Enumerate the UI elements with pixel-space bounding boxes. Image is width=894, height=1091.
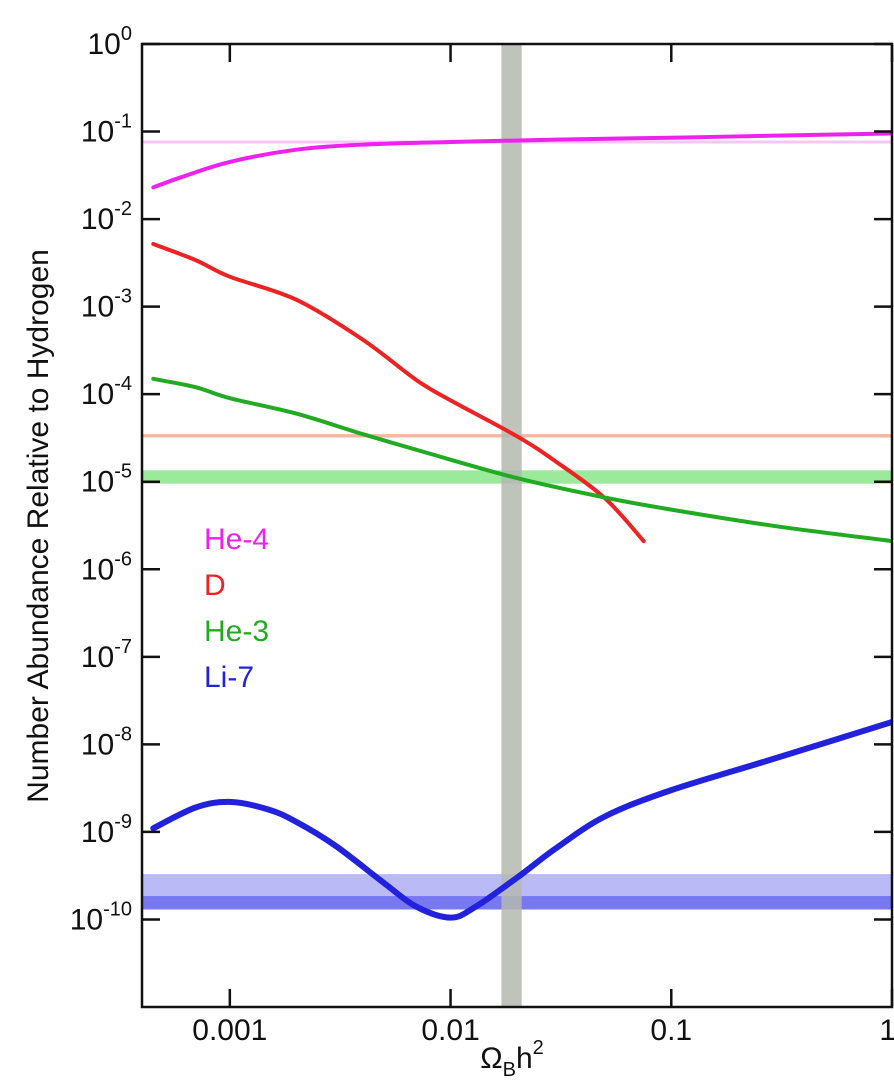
x-axis-title-omega: Ω (480, 1042, 502, 1075)
y-tick-labels: 10010-110-210-310-410-510-610-710-810-91… (70, 23, 132, 936)
baryon-density-band (501, 44, 522, 1007)
y-tick-base: 10 (81, 378, 114, 411)
series-line-li-7 (150, 719, 892, 921)
y-tick-base: 10 (81, 728, 114, 761)
y-tick-label: 100 (88, 23, 133, 61)
y-tick-base: 10 (81, 641, 114, 674)
y-axis-title: Number Abundance Relative to Hydrogen (22, 249, 55, 803)
y-tick-label: 10-9 (81, 811, 132, 849)
y-tick-exponent: -5 (114, 461, 132, 483)
y-tick-label: 10-10 (70, 898, 132, 936)
legend-label-he-3: He-3 (204, 615, 269, 648)
y-tick-label: 10-7 (81, 636, 132, 674)
y-tick-exponent: -7 (114, 636, 132, 658)
y-tick-base: 10 (70, 903, 103, 936)
axis-ticks (142, 42, 894, 1007)
y-tick-label: 10-3 (81, 286, 132, 324)
legend-label-d: D (204, 569, 226, 602)
y-tick-label: 10-6 (81, 548, 132, 586)
y-tick-exponent: -8 (114, 723, 132, 745)
y-tick-label: 10-5 (81, 461, 132, 499)
y-tick-base: 10 (81, 203, 114, 236)
y-tick-base: 10 (81, 553, 114, 586)
series-line-he-4 (151, 131, 892, 190)
x-axis-title-sup: 2 (533, 1037, 544, 1059)
legend: He-4 D He-3 Li-7 (204, 523, 269, 694)
y-tick-base: 10 (88, 28, 121, 61)
y-tick-label: 10-8 (81, 723, 132, 761)
plot-frame (140, 42, 894, 1009)
y-tick-base: 10 (81, 116, 114, 149)
y-tick-base: 10 (81, 291, 114, 324)
x-axis-title-sub: B (503, 1059, 516, 1081)
y-tick-label: 10-1 (81, 111, 132, 149)
y-tick-label: 10-2 (81, 198, 132, 236)
y-tick-exponent: -3 (114, 286, 132, 308)
series-line-he-3 (151, 376, 892, 544)
y-tick-exponent: -4 (114, 373, 132, 395)
x-axis-title-h: h (516, 1042, 533, 1075)
y-tick-base: 10 (81, 466, 114, 499)
y-tick-exponent: -9 (114, 811, 132, 833)
x-axis-title: ΩBh2 (480, 1037, 544, 1081)
x-tick-label: 0.01 (421, 1014, 479, 1047)
y-tick-exponent: -1 (114, 111, 132, 133)
y-tick-exponent: -10 (103, 898, 132, 920)
y-tick-label: 10-4 (81, 373, 132, 411)
series-line-d (151, 242, 646, 544)
x-tick-label: 0.1 (650, 1014, 692, 1047)
legend-label-li-7: Li-7 (204, 661, 254, 694)
x-tick-label: 0.001 (192, 1014, 267, 1047)
y-tick-exponent: -2 (114, 198, 132, 220)
series-lines (150, 131, 892, 921)
legend-label-he-4: He-4 (204, 523, 269, 556)
y-tick-exponent: 0 (121, 23, 132, 45)
x-tick-label: 1 (879, 1014, 894, 1047)
vertical-band (501, 44, 522, 1007)
y-tick-base: 10 (81, 816, 114, 849)
x-tick-labels: 0.001 0.01 0.1 1 (192, 1014, 894, 1047)
y-tick-exponent: -6 (114, 548, 132, 570)
